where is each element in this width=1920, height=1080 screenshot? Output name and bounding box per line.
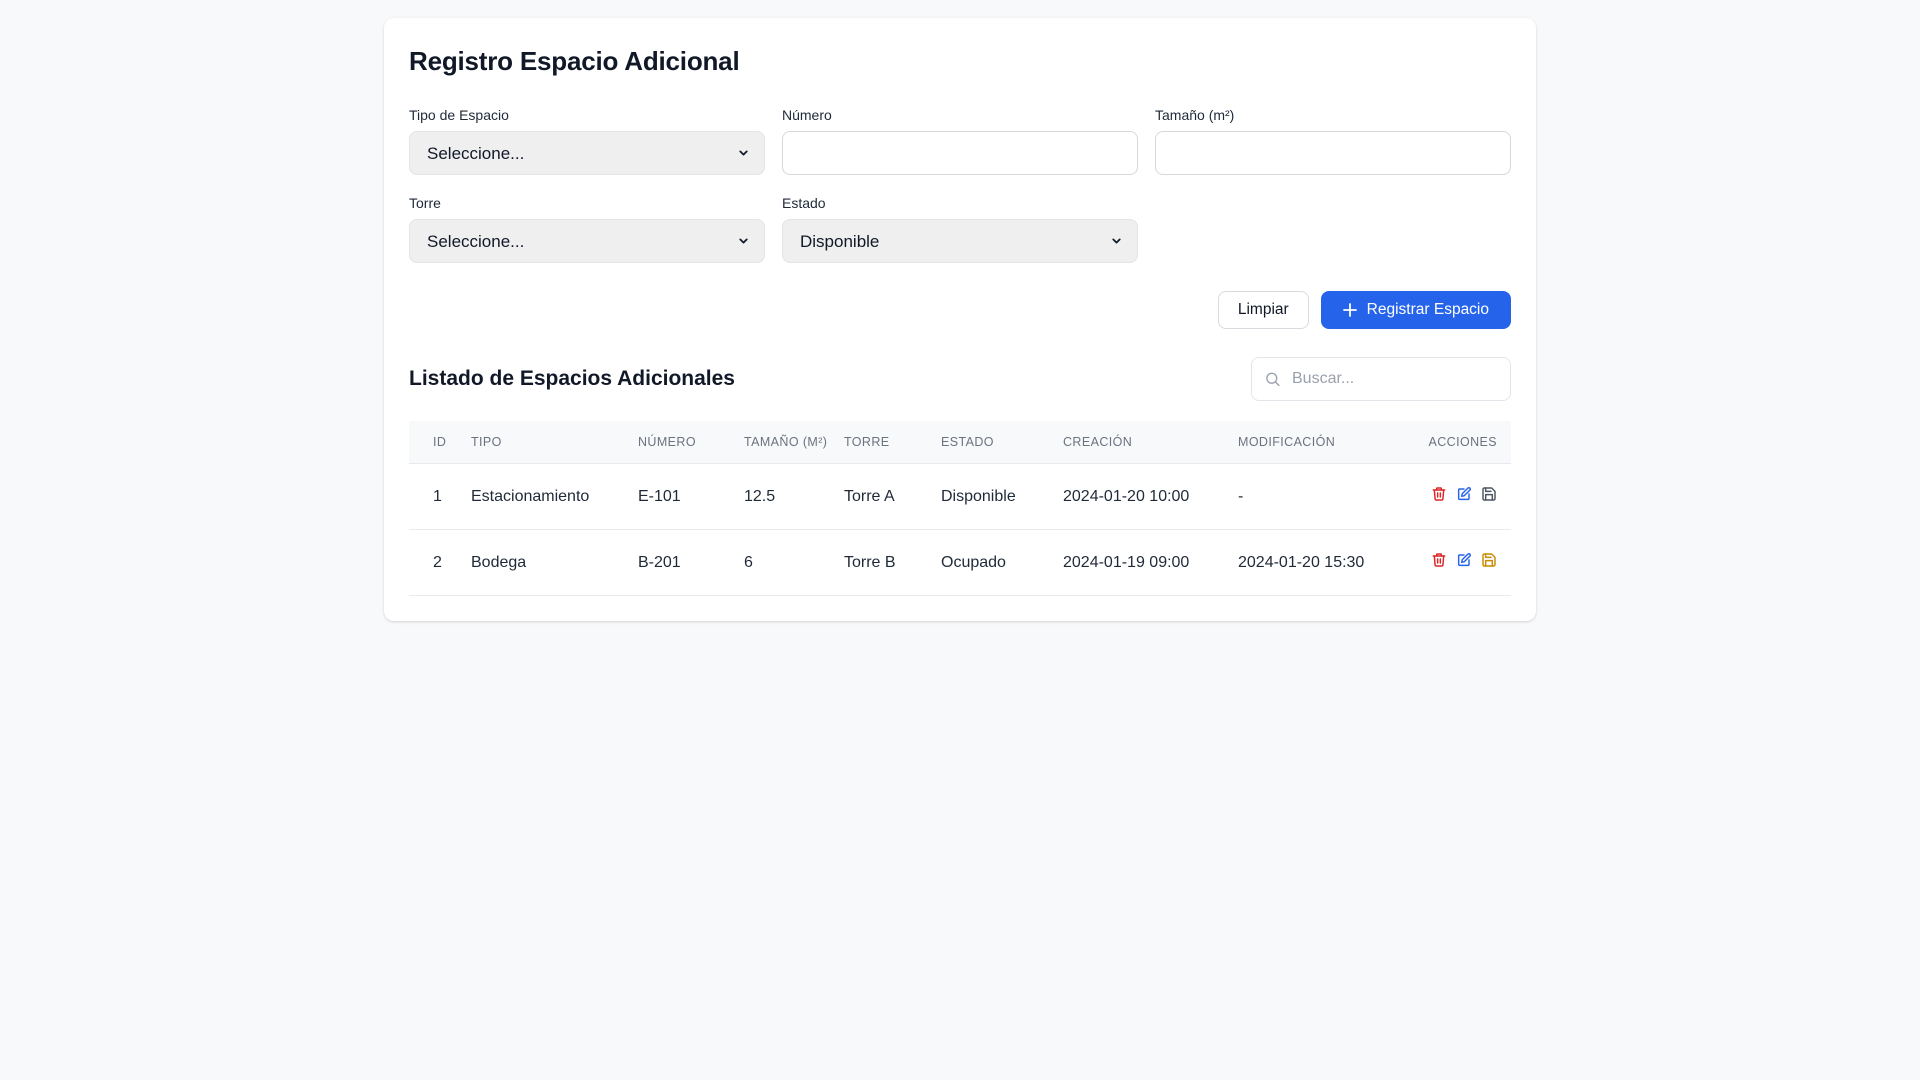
column-header-torre: TORRE — [844, 421, 941, 464]
column-header-id: ID — [409, 421, 471, 464]
cell-acciones — [1411, 463, 1511, 530]
save-icon — [1481, 486, 1497, 502]
registration-card: Registro Espacio Adicional Tipo de Espac… — [384, 18, 1536, 621]
spaces-table: ID TIPO NÚMERO TAMAÑO (M²) TORRE ESTADO … — [409, 421, 1511, 596]
cell-estado: Ocupado — [941, 529, 1063, 596]
cell-tipo: Estacionamiento — [471, 463, 638, 530]
cell-numero: B-201 — [638, 529, 744, 596]
edit-icon — [1456, 486, 1472, 502]
cell-tipo: Bodega — [471, 529, 638, 596]
column-header-acciones: ACCIONES — [1411, 421, 1511, 464]
register-space-button[interactable]: Registrar Espacio — [1320, 291, 1511, 329]
tamano-label: Tamaño (m²) — [1155, 107, 1235, 123]
cell-estado: Disponible — [941, 463, 1063, 530]
estado-select[interactable]: Disponible — [782, 219, 1138, 263]
trash-icon — [1431, 552, 1447, 568]
cell-torre: Torre B — [844, 529, 941, 596]
table-header-row: ID TIPO NÚMERO TAMAÑO (M²) TORRE ESTADO … — [409, 421, 1511, 464]
column-header-tamano: TAMAÑO (M²) — [744, 421, 844, 464]
search-icon — [1264, 371, 1281, 388]
table-row: 1 Estacionamiento E-101 12.5 Torre A Dis… — [409, 463, 1511, 530]
search-input[interactable] — [1251, 357, 1511, 401]
column-header-tipo: TIPO — [471, 421, 638, 464]
clear-button[interactable]: Limpiar — [1217, 291, 1309, 329]
cell-creacion: 2024-01-20 10:00 — [1063, 463, 1238, 530]
row-actions — [1431, 486, 1497, 502]
column-header-numero: NÚMERO — [638, 421, 744, 464]
edit-button[interactable] — [1456, 552, 1472, 568]
cell-modificacion: 2024-01-20 15:30 — [1238, 529, 1411, 596]
field-tamano: Tamaño (m²) — [1155, 107, 1511, 175]
cell-torre: Torre A — [844, 463, 941, 530]
estado-label: Estado — [782, 195, 826, 211]
form-buttons-row: Limpiar Registrar Espacio — [409, 291, 1511, 329]
search-wrap — [1251, 357, 1511, 401]
column-header-modificacion: MODIFICACIÓN — [1238, 421, 1411, 464]
cell-modificacion: - — [1238, 463, 1411, 530]
register-space-button-label: Registrar Espacio — [1366, 301, 1489, 318]
numero-input[interactable] — [782, 131, 1138, 175]
cell-tamano: 6 — [744, 529, 844, 596]
save-icon — [1481, 552, 1497, 568]
cell-tamano: 12.5 — [744, 463, 844, 530]
edit-button[interactable] — [1456, 486, 1472, 502]
field-torre: Torre Seleccione... — [409, 195, 765, 263]
tipo-de-espacio-select-wrap: Seleccione... — [409, 131, 765, 175]
numero-label: Número — [782, 107, 832, 123]
edit-icon — [1456, 552, 1472, 568]
plus-icon — [1342, 303, 1357, 317]
cell-id: 2 — [409, 529, 471, 596]
field-numero: Número — [782, 107, 1138, 175]
row-actions — [1431, 552, 1497, 568]
table-head: ID TIPO NÚMERO TAMAÑO (M²) TORRE ESTADO … — [409, 421, 1511, 464]
trash-icon — [1431, 486, 1447, 502]
empty-grid-cell — [1155, 195, 1511, 263]
tamano-input[interactable] — [1155, 131, 1511, 175]
delete-button[interactable] — [1431, 486, 1447, 502]
torre-select-wrap: Seleccione... — [409, 219, 765, 263]
field-tipo-de-espacio: Tipo de Espacio Seleccione... — [409, 107, 765, 175]
list-title: Listado de Espacios Adicionales — [409, 367, 735, 390]
table-row: 2 Bodega B-201 6 Torre B Ocupado 2024-01… — [409, 529, 1511, 596]
column-header-estado: ESTADO — [941, 421, 1063, 464]
cell-acciones — [1411, 529, 1511, 596]
cell-numero: E-101 — [638, 463, 744, 530]
tipo-de-espacio-select[interactable]: Seleccione... — [409, 131, 765, 175]
estado-select-wrap: Disponible — [782, 219, 1138, 263]
list-header: Listado de Espacios Adicionales — [409, 357, 1511, 401]
torre-select[interactable]: Seleccione... — [409, 219, 765, 263]
save-button[interactable] — [1481, 486, 1497, 502]
delete-button[interactable] — [1431, 552, 1447, 568]
cell-creacion: 2024-01-19 09:00 — [1063, 529, 1238, 596]
tipo-de-espacio-label: Tipo de Espacio — [409, 107, 509, 123]
page-title: Registro Espacio Adicional — [409, 46, 740, 76]
save-button[interactable] — [1481, 552, 1497, 568]
table-body: 1 Estacionamiento E-101 12.5 Torre A Dis… — [409, 463, 1511, 596]
cell-id: 1 — [409, 463, 471, 530]
column-header-creacion: CREACIÓN — [1063, 421, 1238, 464]
field-estado: Estado Disponible — [782, 195, 1138, 263]
torre-label: Torre — [409, 195, 441, 211]
registration-form: Tipo de Espacio Seleccione... Número Tam… — [409, 107, 1511, 263]
